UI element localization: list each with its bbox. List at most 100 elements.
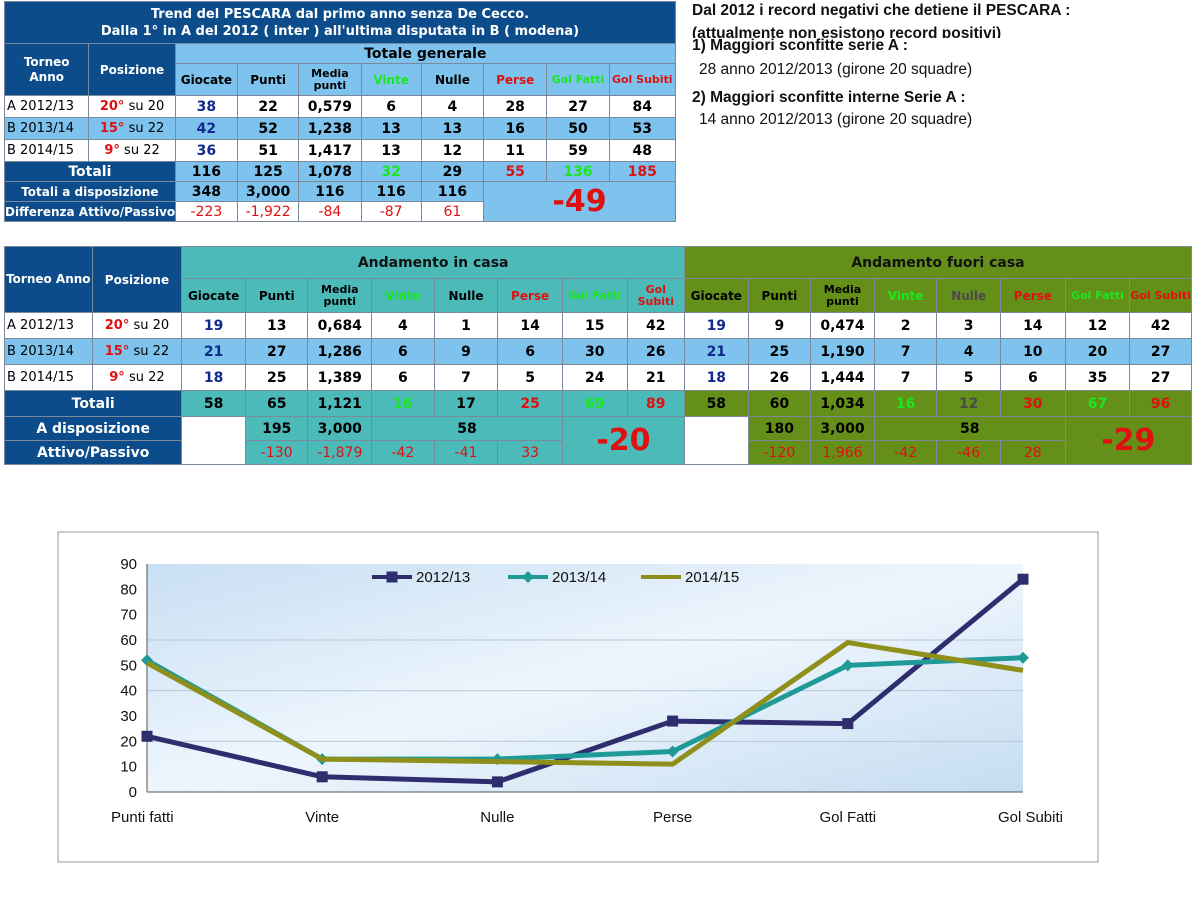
header-posizione: Posizione <box>91 246 183 313</box>
cell: 38 <box>174 95 239 118</box>
header-posizione: Posizione <box>88 43 176 96</box>
cell: 11 <box>483 139 548 162</box>
cell: 32 <box>360 161 422 182</box>
empty-cell <box>684 416 749 465</box>
cell: 20 <box>1064 338 1131 365</box>
cell: 50 <box>546 117 610 140</box>
cell: 13 <box>360 117 422 140</box>
pos-rank: 15° <box>99 121 125 136</box>
legend-marker <box>522 571 534 583</box>
pos-of: su 20 <box>133 318 170 333</box>
col-giocate: Giocate <box>181 278 246 313</box>
diff-label: Differenza Attivo/Passivo <box>4 201 176 222</box>
legend-label: 2013/14 <box>552 569 606 586</box>
away-diff-total: -29 <box>1064 416 1193 465</box>
cell: 42 <box>626 312 686 339</box>
cell: 1,417 <box>298 139 362 162</box>
cell: 61 <box>420 201 485 222</box>
cell: 13 <box>244 312 309 339</box>
cell: 33 <box>497 440 563 465</box>
cell: 0,684 <box>307 312 373 339</box>
cell: 125 <box>236 161 300 182</box>
cell: 27 <box>244 338 309 365</box>
cell: 0,579 <box>298 95 362 118</box>
cell: 12 <box>936 390 1001 417</box>
y-tick-label: 50 <box>120 657 137 674</box>
cell: 27 <box>546 95 610 118</box>
cell: 42 <box>1129 312 1192 339</box>
col-gol-subiti: Gol Subiti <box>608 63 677 96</box>
row-posizione: 9° su 22 <box>91 364 183 391</box>
y-tick-label: 40 <box>120 683 137 700</box>
ap-row: Attivo/Passivo -130 -1,879 -42 -41 33 -1… <box>3 440 1192 465</box>
cell: 180 <box>747 416 812 441</box>
cell: 3,000 <box>810 416 875 441</box>
disp-row: Totali a disposizione 348 3,000 116 116 … <box>4 181 676 222</box>
header-andamento-casa: Andamento in casa <box>181 246 685 279</box>
cell: 26 <box>626 338 686 365</box>
cell: 5 <box>936 364 1001 391</box>
cell: 25 <box>497 390 563 417</box>
cell: 16 <box>371 390 435 417</box>
cell: 65 <box>244 390 309 417</box>
cell: 185 <box>608 161 677 182</box>
x-tick-label: Vinte <box>305 809 339 826</box>
y-tick-label: 90 <box>120 556 137 573</box>
record-2-title: 2) Maggiori sconfitte interne Serie A : <box>692 89 966 106</box>
data-point <box>141 730 153 742</box>
pos-rank: 9° <box>109 370 125 385</box>
cell: -42 <box>873 440 938 465</box>
ap-label: Attivo/Passivo <box>3 440 183 465</box>
cell: 6 <box>999 364 1066 391</box>
cell: 116 <box>174 161 239 182</box>
col-gol-fatti: Gol Fatti <box>561 278 628 313</box>
cell: 3,000 <box>236 181 300 202</box>
cell: 69 <box>561 390 628 417</box>
cell: 10 <box>999 338 1066 365</box>
row-posizione: 15° su 22 <box>88 117 176 140</box>
header-andamento-fuori: Andamento fuori casa <box>684 246 1192 279</box>
col-media-punti: Media punti <box>298 63 362 96</box>
col-punti: Punti <box>244 278 309 313</box>
cell: 6 <box>360 95 422 118</box>
cell: 15 <box>561 312 628 339</box>
series-line-2012-13 <box>146 577 1025 785</box>
cell: 35 <box>1064 364 1131 391</box>
summary-title-line1: Trend del PESCARA dal primo anno senza D… <box>150 6 530 22</box>
cell: 6 <box>371 364 435 391</box>
cell: -42 <box>371 440 435 465</box>
cell: 21 <box>181 338 246 365</box>
row-posizione: 9° su 22 <box>88 139 176 162</box>
cell: 29 <box>420 161 485 182</box>
col-perse: Perse <box>483 63 548 96</box>
cell: 48 <box>608 139 677 162</box>
cell: 13 <box>420 117 485 140</box>
x-tick-label: Gol Fatti <box>819 809 876 826</box>
col-nulle: Nulle <box>420 63 485 96</box>
cell: 1,966 <box>810 440 875 465</box>
data-point <box>842 718 854 730</box>
col-giocate: Giocate <box>684 278 749 313</box>
cell: 4 <box>420 95 485 118</box>
cell: 18 <box>684 364 749 391</box>
cell: 60 <box>747 390 812 417</box>
row-anno: B 2014/15 <box>3 139 90 162</box>
col-giocate: Giocate <box>174 63 239 96</box>
y-tick-label: 70 <box>120 607 137 624</box>
cell: -87 <box>360 201 422 222</box>
cell: 1,190 <box>810 338 875 365</box>
cell: -130 <box>244 440 309 465</box>
cell: 19 <box>684 312 749 339</box>
records-notes: Dal 2012 i record negativi che detiene i… <box>692 0 1192 129</box>
cell: 58 <box>371 416 563 441</box>
cell: 1,238 <box>298 117 362 140</box>
line-chart: 0 10 20 30 40 50 60 70 80 90 Punti fatti Vinte Null… <box>57 531 1099 863</box>
cell: -41 <box>433 440 499 465</box>
cell: 3,000 <box>307 416 373 441</box>
home-away-table: Torneo Anno Posizione Andamento in casa … <box>3 246 1193 465</box>
col-gol-fatti: Gol Fatti <box>546 63 610 96</box>
cell: 5 <box>497 364 563 391</box>
pos-of: su 22 <box>128 121 165 136</box>
cell: -84 <box>298 201 362 222</box>
pos-rank: 20° <box>104 318 130 333</box>
